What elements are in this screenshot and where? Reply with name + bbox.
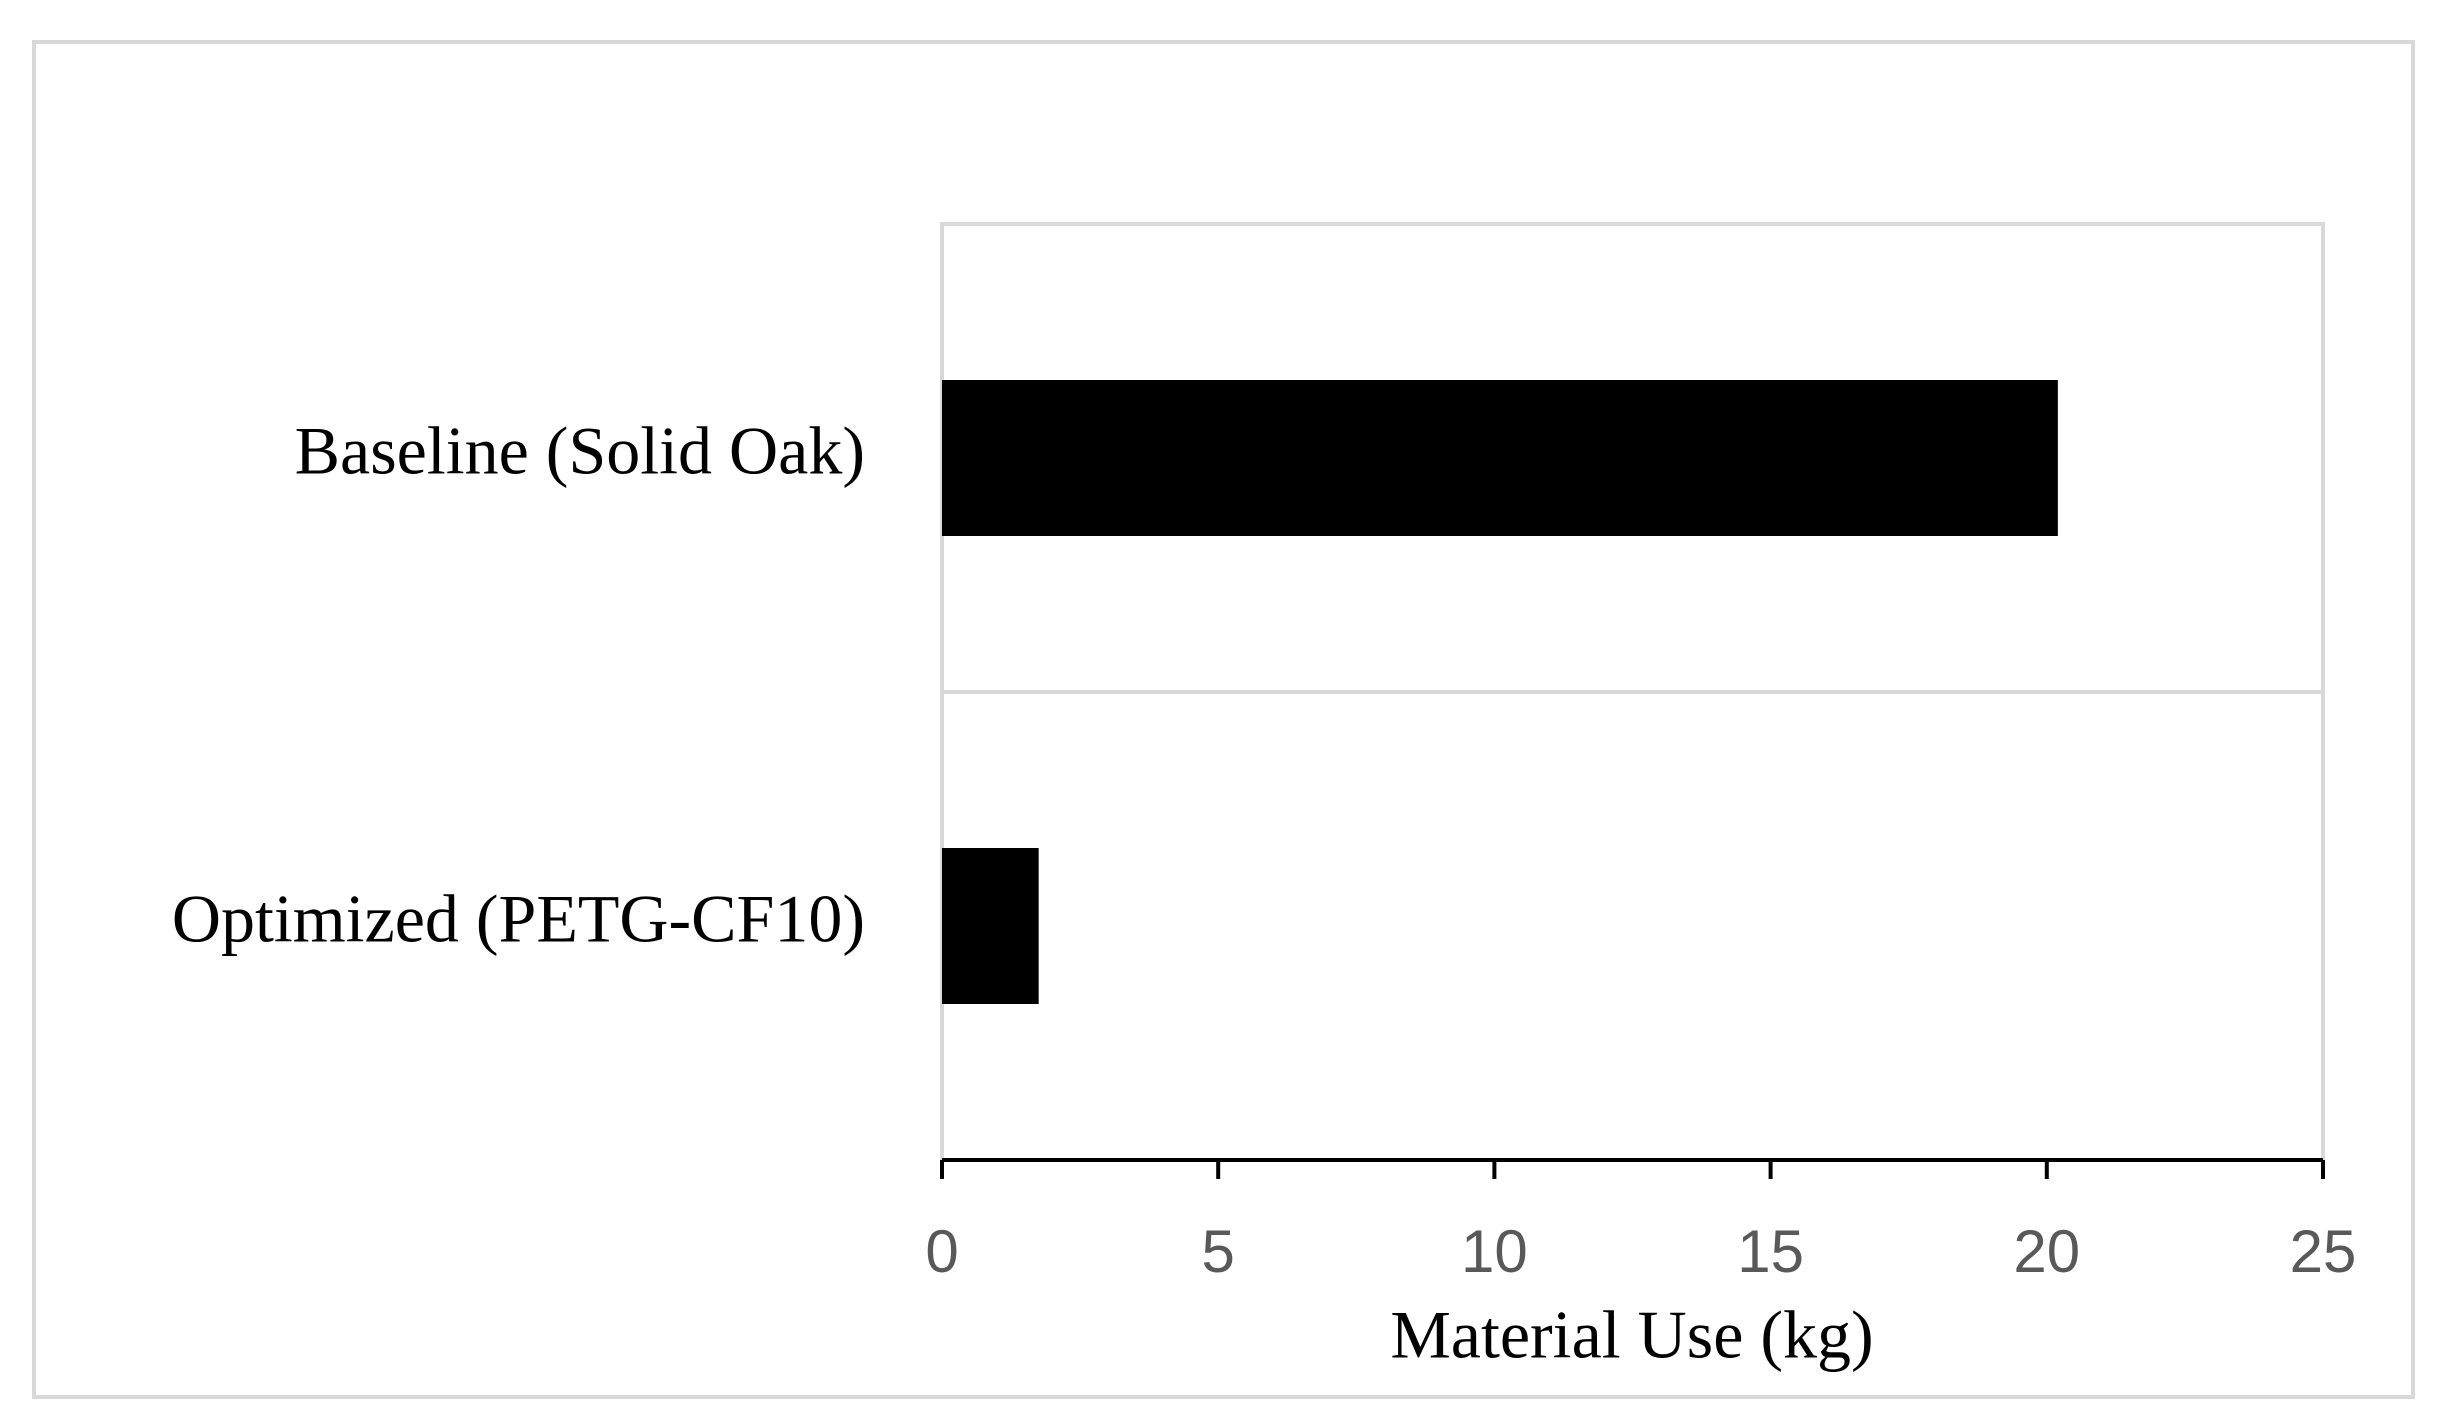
bar [942,380,2058,536]
x-tick-label: 20 [2013,1218,2080,1285]
bar [942,848,1039,1004]
x-tick-label: 5 [1202,1218,1235,1285]
x-tick-label: 25 [2290,1218,2357,1285]
x-tick-label: 0 [925,1218,958,1285]
x-tick-label: 10 [1461,1218,1528,1285]
x-tick-label: 15 [1737,1218,1804,1285]
y-tick-label: Optimized (PETG-CF10) [172,881,865,957]
x-axis-title: Material Use (kg) [1390,1297,1873,1373]
chart-border [32,40,2415,1399]
y-tick-label: Baseline (Solid Oak) [295,413,865,489]
